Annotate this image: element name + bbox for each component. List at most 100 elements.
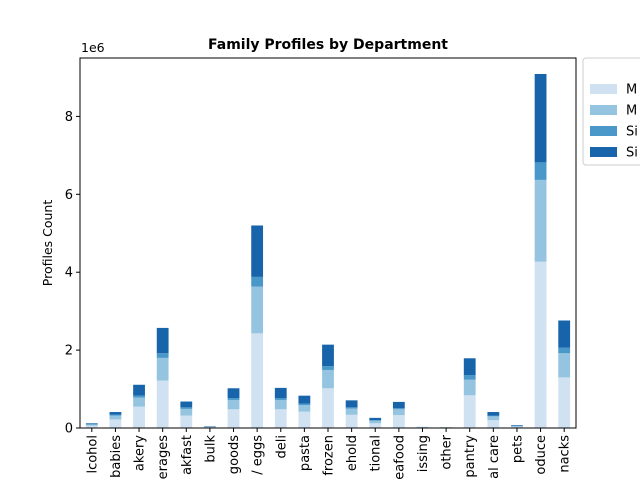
x-tick-label: pets <box>510 435 525 463</box>
bar-segment-1 <box>345 408 358 415</box>
legend-label: Si <box>626 125 638 140</box>
bar-segment-0 <box>227 409 240 428</box>
x-tick-label: tional <box>369 435 384 471</box>
bar-segment-0 <box>133 406 145 428</box>
bar-segment-3 <box>227 388 240 399</box>
x-tick-label: pasta <box>298 435 313 471</box>
bar-segment-1 <box>369 420 382 424</box>
bar-segment-0 <box>85 425 98 428</box>
y-scale-label: 1e6 <box>81 40 105 55</box>
bar-segment-1 <box>85 424 98 426</box>
bar-segment-1 <box>204 426 216 428</box>
y-tick-label: 8 <box>65 110 73 125</box>
bar-segment-3 <box>511 425 523 427</box>
bar-segment-2 <box>322 366 334 370</box>
x-tick-label: nacks <box>558 435 573 473</box>
bar-segment-3 <box>85 423 98 425</box>
bar-segment-2 <box>487 415 500 417</box>
bar-segment-3 <box>534 73 547 163</box>
bar-segment-0 <box>322 388 334 428</box>
bar-segment-1 <box>534 179 547 262</box>
x-tick-label: al care <box>487 435 502 479</box>
bar-segment-1 <box>440 427 452 428</box>
x-tick-label: pantry <box>463 435 478 478</box>
x-tick-label: akery <box>133 435 148 471</box>
bar-segment-0 <box>511 426 523 428</box>
bar-segment-0 <box>345 414 358 428</box>
bar-segment-1 <box>416 426 429 428</box>
bar-segment-3 <box>274 387 287 399</box>
x-tick-label: lcohol <box>85 435 100 474</box>
legend-label: M <box>626 104 637 119</box>
bar-segment-2 <box>298 403 311 406</box>
bar-segment-2 <box>227 398 240 400</box>
bar-segment-3 <box>463 358 476 376</box>
bar-segment-3 <box>180 401 193 408</box>
legend-label: M <box>626 83 637 98</box>
bar-segment-0 <box>463 395 476 428</box>
x-tick-label: other <box>440 434 455 469</box>
legend-swatch <box>590 105 617 115</box>
bar-segment-3 <box>204 426 216 427</box>
bar-segment-2 <box>85 424 98 425</box>
bar-segment-2 <box>180 407 193 409</box>
y-axis-label: Profiles Count <box>40 200 55 287</box>
bar-segment-0 <box>487 420 500 428</box>
bar-segment-3 <box>392 401 405 409</box>
y-tick-label: 2 <box>65 344 73 359</box>
bar-segment-1 <box>180 408 193 416</box>
x-tick-label: erages <box>156 435 171 480</box>
x-tick-label: / eggs <box>251 435 266 475</box>
bar-segment-0 <box>274 409 287 428</box>
bar-segment-1 <box>156 357 169 381</box>
bar-segment-1 <box>511 426 523 427</box>
bar-segment-3 <box>558 320 571 348</box>
bar-segment-1 <box>109 415 122 420</box>
legend-label: Si <box>626 146 638 161</box>
bar-segment-3 <box>156 327 169 354</box>
bar-segment-3 <box>133 384 145 396</box>
y-tick-label: 0 <box>65 422 73 437</box>
bar-segment-3 <box>345 400 358 408</box>
bar-segment-0 <box>156 380 169 428</box>
bar-segment-3 <box>109 412 122 415</box>
x-axis-ticks: lcohol babies akery erages akfast bulk goods / … <box>85 428 573 480</box>
bar-segment-1 <box>463 379 476 396</box>
bar-segment-0 <box>180 415 193 428</box>
chart-title: Family Profiles by Department <box>208 37 448 53</box>
bar-segment-0 <box>392 415 405 428</box>
y-tick-label: 6 <box>65 188 73 203</box>
x-tick-label: akfast <box>180 435 195 475</box>
bar-segment-2 <box>274 398 287 400</box>
legend-swatch <box>590 84 617 94</box>
bar-segment-1 <box>298 405 311 412</box>
bar-segment-1 <box>227 399 240 410</box>
x-tick-label: eafood <box>392 435 407 480</box>
bar-segment-1 <box>487 416 500 421</box>
bar-segment-3 <box>369 417 382 421</box>
x-tick-label: oduce <box>534 435 549 475</box>
bars-group <box>85 73 571 429</box>
x-tick-label: frozen <box>322 435 337 476</box>
bar-segment-1 <box>274 399 287 410</box>
plot-frame <box>79 57 577 429</box>
bar-segment-1 <box>392 409 405 416</box>
bar-segment-0 <box>298 411 311 428</box>
bar-segment-3 <box>487 412 500 416</box>
bar-segment-2 <box>156 353 169 358</box>
x-tick-label: goods <box>227 435 242 474</box>
x-tick-label: issing <box>416 435 431 472</box>
bar-segment-2 <box>463 375 476 380</box>
bar-segment-1 <box>558 353 571 378</box>
bar-segment-0 <box>558 377 571 428</box>
bar-segment-0 <box>534 261 547 428</box>
x-tick-label: deli <box>274 435 289 458</box>
y-tick-label: 4 <box>65 266 73 281</box>
x-tick-label: babies <box>109 435 124 478</box>
bar-segment-1 <box>133 397 145 407</box>
bar-segment-1 <box>322 369 334 389</box>
x-tick-label: bulk <box>203 435 218 463</box>
bar-segment-3 <box>298 395 311 404</box>
y-axis-ticks: 0 2 4 6 8 <box>65 110 80 437</box>
